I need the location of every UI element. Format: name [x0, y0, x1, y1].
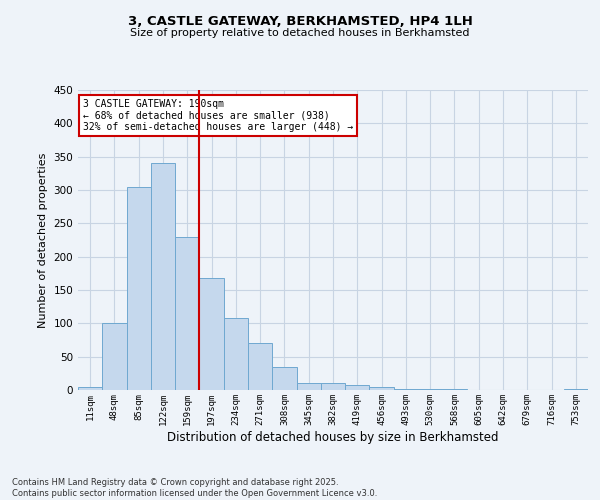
Bar [564, 388, 588, 390]
Bar [127, 186, 151, 390]
Bar [321, 382, 345, 390]
Bar [151, 164, 175, 390]
Bar [175, 236, 199, 390]
Text: Contains HM Land Registry data © Crown copyright and database right 2025.
Contai: Contains HM Land Registry data © Crown c… [12, 478, 377, 498]
Bar [248, 344, 272, 390]
Y-axis label: Number of detached properties: Number of detached properties [38, 152, 48, 328]
Bar [370, 386, 394, 390]
X-axis label: Distribution of detached houses by size in Berkhamsted: Distribution of detached houses by size … [167, 430, 499, 444]
Text: 3 CASTLE GATEWAY: 190sqm
← 68% of detached houses are smaller (938)
32% of semi-: 3 CASTLE GATEWAY: 190sqm ← 68% of detach… [83, 99, 353, 132]
Text: 3, CASTLE GATEWAY, BERKHAMSTED, HP4 1LH: 3, CASTLE GATEWAY, BERKHAMSTED, HP4 1LH [128, 15, 472, 28]
Bar [394, 388, 418, 390]
Bar [78, 388, 102, 390]
Bar [345, 386, 370, 390]
Bar [102, 324, 127, 390]
Bar [272, 366, 296, 390]
Bar [224, 318, 248, 390]
Bar [199, 278, 224, 390]
Text: Size of property relative to detached houses in Berkhamsted: Size of property relative to detached ho… [130, 28, 470, 38]
Bar [296, 382, 321, 390]
